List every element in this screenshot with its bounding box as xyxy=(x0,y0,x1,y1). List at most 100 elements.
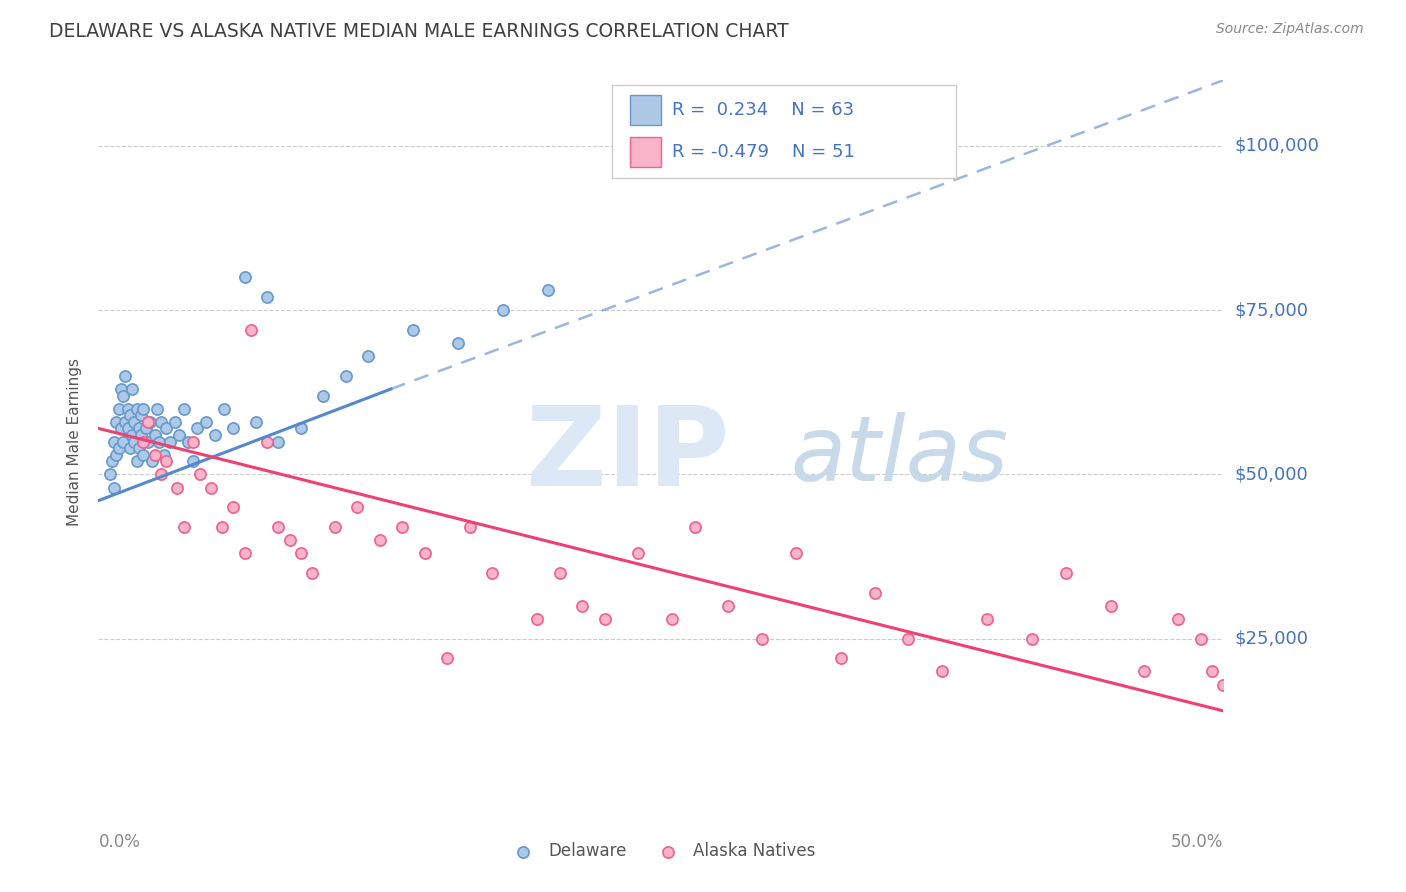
Text: R = -0.479    N = 51: R = -0.479 N = 51 xyxy=(672,143,855,161)
Point xyxy=(256,434,278,449)
Point xyxy=(125,454,148,468)
Y-axis label: Median Male Earnings: Median Male Earnings xyxy=(67,358,83,525)
Point xyxy=(128,441,150,455)
Point xyxy=(103,481,125,495)
Point xyxy=(233,546,256,560)
Point xyxy=(136,434,159,449)
Legend: Delaware, Alaska Natives: Delaware, Alaska Natives xyxy=(499,836,823,867)
Point xyxy=(402,323,425,337)
Point xyxy=(101,454,124,468)
Point xyxy=(717,599,740,613)
Point xyxy=(105,448,128,462)
Point xyxy=(195,415,218,429)
Point xyxy=(128,421,150,435)
Point xyxy=(211,520,233,534)
Point xyxy=(323,520,346,534)
Point xyxy=(278,533,301,547)
Point xyxy=(245,415,267,429)
Point xyxy=(98,467,121,482)
Point xyxy=(188,467,211,482)
Point xyxy=(155,454,177,468)
Point xyxy=(129,428,152,442)
Point xyxy=(1189,632,1212,646)
Point xyxy=(136,415,159,429)
Point xyxy=(118,409,141,423)
Point xyxy=(200,481,222,495)
Point xyxy=(976,612,998,626)
Point xyxy=(368,533,391,547)
Text: R =  0.234    N = 63: R = 0.234 N = 63 xyxy=(672,101,855,119)
Point xyxy=(124,434,146,449)
Point xyxy=(571,599,593,613)
Point xyxy=(447,336,470,351)
Point xyxy=(110,421,132,435)
Point xyxy=(290,421,312,435)
Point xyxy=(830,651,852,665)
Point xyxy=(256,290,278,304)
Text: $50,000: $50,000 xyxy=(1234,466,1308,483)
Point xyxy=(537,284,560,298)
Point xyxy=(436,651,458,665)
Point xyxy=(105,415,128,429)
Point xyxy=(107,401,129,416)
Point xyxy=(181,454,204,468)
Point xyxy=(267,520,290,534)
Point xyxy=(114,368,136,383)
Point xyxy=(125,401,148,416)
Point xyxy=(139,415,162,429)
Point xyxy=(135,421,157,435)
Point xyxy=(132,434,155,449)
Point xyxy=(233,270,256,285)
Point xyxy=(751,632,773,646)
Point xyxy=(141,454,163,468)
Point xyxy=(169,428,191,442)
Text: Source: ZipAtlas.com: Source: ZipAtlas.com xyxy=(1216,22,1364,37)
Point xyxy=(267,434,290,449)
Point xyxy=(458,520,481,534)
Point xyxy=(413,546,436,560)
Point xyxy=(222,421,245,435)
Point xyxy=(173,401,195,416)
Point xyxy=(150,467,173,482)
Point xyxy=(114,415,136,429)
Point xyxy=(1054,566,1077,580)
Point xyxy=(1201,665,1223,679)
Point xyxy=(1021,632,1043,646)
Point xyxy=(1099,599,1122,613)
Text: 0.0%: 0.0% xyxy=(98,833,141,851)
Point xyxy=(526,612,548,626)
Point xyxy=(186,421,208,435)
Point xyxy=(152,448,174,462)
Point xyxy=(112,434,135,449)
Point xyxy=(163,415,186,429)
Point xyxy=(897,632,920,646)
Point xyxy=(240,323,263,337)
Point xyxy=(863,585,886,599)
Text: ZIP: ZIP xyxy=(526,402,730,509)
Point xyxy=(204,428,226,442)
Point xyxy=(1212,677,1234,691)
Point xyxy=(143,448,166,462)
Point xyxy=(124,415,146,429)
Point xyxy=(481,566,503,580)
Point xyxy=(290,546,312,560)
Point xyxy=(146,401,169,416)
Point xyxy=(129,409,152,423)
Point xyxy=(1133,665,1156,679)
Point xyxy=(931,665,953,679)
Point xyxy=(301,566,323,580)
Point xyxy=(132,401,155,416)
Point xyxy=(121,382,143,396)
Point xyxy=(661,612,683,626)
Point xyxy=(222,500,245,515)
Point xyxy=(177,434,200,449)
Point xyxy=(683,520,706,534)
Text: $25,000: $25,000 xyxy=(1234,630,1309,648)
Point xyxy=(103,434,125,449)
Point xyxy=(1167,612,1189,626)
Point xyxy=(492,303,515,318)
Point xyxy=(214,401,236,416)
Point xyxy=(357,349,380,363)
Point xyxy=(117,401,139,416)
Text: $100,000: $100,000 xyxy=(1234,137,1319,155)
